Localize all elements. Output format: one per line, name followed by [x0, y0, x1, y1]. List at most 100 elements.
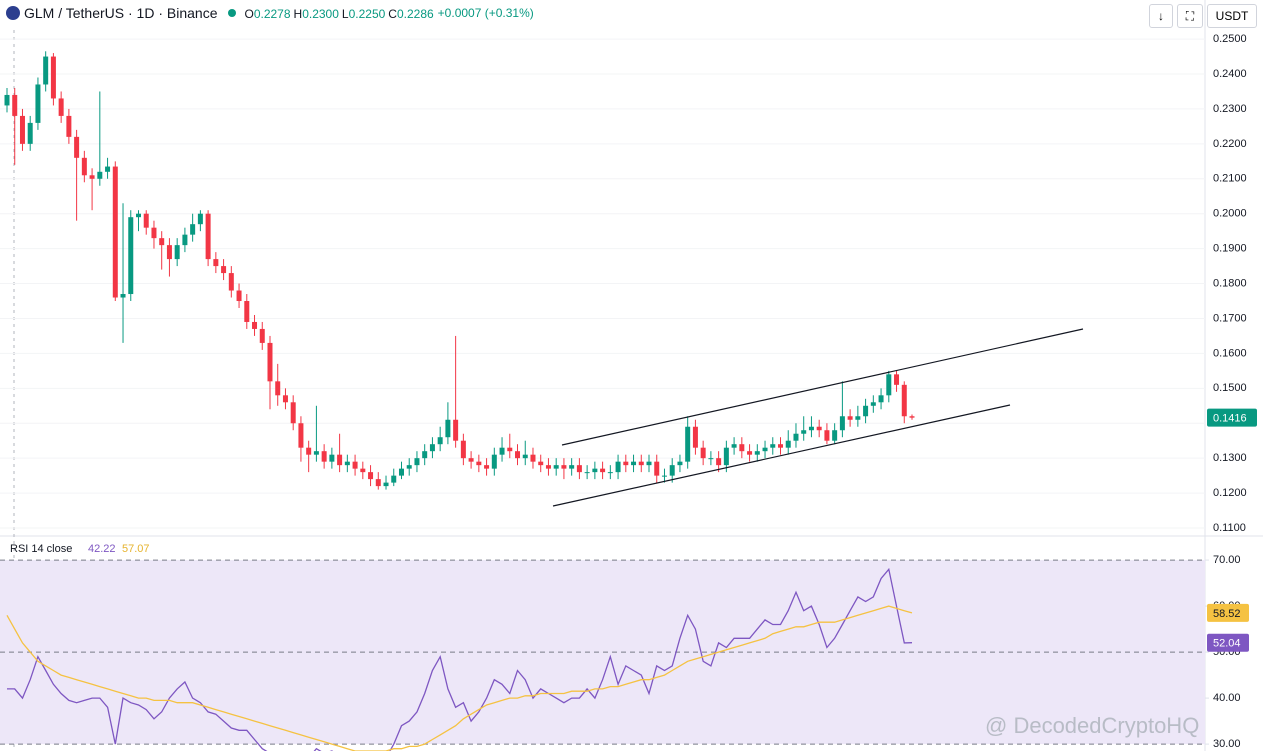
ohlc: O0.2278 H0.2300 L0.2250 C0.2286 [241, 5, 433, 21]
candle-body [383, 482, 389, 487]
y-tick-label: 0.2000 [1213, 208, 1247, 220]
candle-body [553, 465, 559, 469]
candle-body [205, 213, 211, 260]
ohlc-value: 0.2300 [302, 7, 339, 21]
candle-body [81, 157, 87, 176]
candle-body [491, 454, 497, 469]
candle-body [538, 461, 544, 466]
candle-body [244, 301, 250, 322]
candle-body [329, 454, 335, 462]
candle-body [816, 426, 822, 431]
value-tag-label: 52.04 [1213, 638, 1241, 650]
ohlc-key: O [244, 7, 254, 21]
y-tick-label: 0.1100 [1213, 522, 1246, 534]
y-tick-label: 0.1500 [1213, 382, 1247, 394]
candle-body [375, 479, 381, 487]
y-tick-label: 30.00 [1213, 738, 1241, 750]
y-tick-label: 0.2500 [1213, 33, 1247, 45]
price-tag [1207, 408, 1257, 427]
candle-body [290, 402, 296, 424]
candle-body [437, 437, 443, 445]
candle-body [66, 115, 72, 137]
candle-body [530, 454, 536, 462]
candle-body [685, 426, 691, 462]
fullscreen-button[interactable]: ⛶ [1177, 4, 1203, 28]
candle-body [259, 328, 265, 343]
candle-body [793, 433, 799, 441]
ohlc-value: 0.2250 [348, 7, 386, 21]
candle-body [754, 451, 760, 455]
trend-line[interactable] [561, 328, 1084, 446]
candle-body [499, 447, 505, 455]
axes: 0.2500 0.2400 0.2300 0.2200 0.2100 0.2000 0.19… [1205, 33, 1257, 750]
y-tick-label: 0.1900 [1213, 243, 1247, 255]
rsi-line [6, 605, 913, 751]
candle-body [708, 458, 714, 460]
candle-body [135, 213, 141, 218]
header: GLM / TetherUS · 1D · Binance O0.2278 H0.… [6, 5, 534, 21]
rsi-title: RSI 14 close [10, 543, 72, 555]
candle-body [615, 461, 621, 473]
candle-body [731, 444, 737, 448]
candle-body [252, 321, 258, 329]
candle-body [484, 465, 490, 469]
rsi-line [7, 567, 913, 751]
candle-body [762, 447, 768, 452]
ohlc-key: H [293, 7, 303, 21]
y-tick-label: 0.1600 [1213, 347, 1247, 359]
candle-body [166, 245, 172, 260]
candle-body [74, 136, 80, 158]
candle-body [445, 419, 451, 438]
candle-body [839, 416, 845, 431]
candle-body [313, 451, 319, 455]
y-tick-label: 0.2400 [1213, 68, 1247, 80]
price-tag-label: 0.1416 [1213, 413, 1247, 425]
candle-body [669, 465, 675, 476]
ohlc-value: 0.2286 [396, 7, 434, 21]
candle-body [112, 166, 118, 298]
candle-body [221, 266, 227, 274]
value-tag-label: 58.52 [1213, 608, 1241, 620]
candle-body [159, 238, 165, 246]
y-tick-label: 0.2100 [1213, 173, 1247, 185]
candle-body [228, 273, 234, 291]
candle-body [97, 171, 103, 179]
y-tick-label: 0.2300 [1213, 103, 1247, 115]
candle-body [739, 444, 745, 452]
candle-body [623, 461, 629, 466]
candle-body [569, 465, 575, 469]
y-tick-label: 40.00 [1213, 692, 1241, 704]
candle-body [592, 468, 598, 473]
symbol[interactable]: GLM / TetherUS · 1D · Binance [24, 5, 218, 21]
candle-body [190, 224, 196, 235]
candle-body [677, 461, 683, 466]
download-button[interactable]: ↓ [1149, 4, 1173, 28]
candle-body [545, 465, 551, 469]
price-pane [0, 38, 1205, 529]
candle-body [576, 465, 582, 473]
rsi-readout: 42.22 [88, 543, 116, 555]
candle-body [870, 402, 876, 406]
candle-body [89, 175, 95, 179]
status-dot [228, 9, 237, 17]
currency-button[interactable]: USDT [1207, 4, 1257, 28]
candle-body [174, 245, 180, 260]
candle-body [515, 451, 521, 459]
candle-body [43, 56, 49, 85]
candle-body [468, 458, 474, 462]
candle-body [27, 122, 33, 144]
candle-body [50, 56, 56, 99]
y-tick-label: 0.1300 [1213, 452, 1247, 464]
candle-body [747, 451, 753, 455]
trend-line[interactable] [552, 404, 1011, 507]
candle-body [306, 447, 312, 455]
candle-body [801, 430, 807, 434]
candle-body [128, 217, 134, 295]
candle-body [58, 98, 64, 116]
candle-body [4, 94, 10, 106]
candle-body [197, 213, 203, 225]
candle-body [460, 440, 466, 459]
candle-body [600, 468, 606, 473]
candle-body [19, 115, 25, 144]
candle-body [182, 234, 188, 246]
